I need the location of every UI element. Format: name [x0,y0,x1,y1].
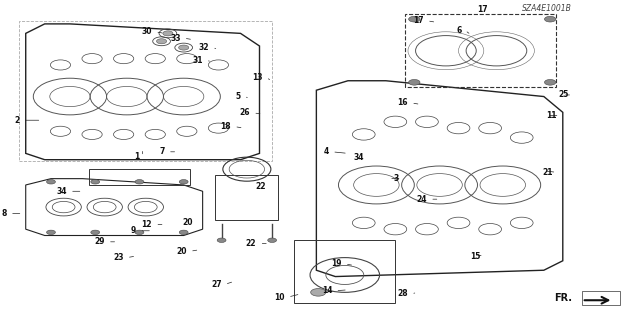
Circle shape [91,230,100,234]
Text: 26: 26 [239,108,250,117]
Text: 12: 12 [141,220,152,229]
Circle shape [91,180,100,184]
Text: FR.: FR. [554,293,572,303]
Text: 17: 17 [413,16,424,25]
Circle shape [157,39,166,44]
Text: 2: 2 [14,116,19,125]
Text: 8: 8 [1,209,7,218]
Text: 31: 31 [192,56,203,65]
Text: 18: 18 [220,122,231,131]
Circle shape [179,230,188,234]
Text: 17: 17 [477,5,488,14]
Text: 24: 24 [417,195,427,204]
Text: 32: 32 [198,43,209,52]
Text: 29: 29 [94,237,105,246]
Text: 22: 22 [246,239,257,248]
Circle shape [310,289,326,296]
Text: 3: 3 [393,174,399,183]
Text: 9: 9 [131,226,136,235]
Circle shape [179,45,189,50]
Circle shape [217,238,226,242]
Text: 10: 10 [275,293,285,301]
Text: 13: 13 [252,73,262,82]
Text: 22: 22 [255,182,266,191]
Text: 28: 28 [397,289,408,299]
Bar [294,240,396,303]
Text: 34: 34 [56,187,67,196]
Text: 20: 20 [177,247,187,256]
Circle shape [545,79,556,85]
Text: 6: 6 [456,26,461,35]
Text: SZA4E1001B: SZA4E1001B [522,4,572,13]
Text: 7: 7 [159,147,164,156]
Text: 14: 14 [322,286,332,295]
Bar [89,169,190,185]
Bar [215,175,278,220]
Circle shape [47,230,56,234]
Circle shape [408,16,420,22]
Circle shape [47,180,56,184]
Text: 20: 20 [182,219,193,227]
Circle shape [179,180,188,184]
Circle shape [408,79,420,85]
Text: 1: 1 [134,152,140,161]
Text: 19: 19 [331,259,342,268]
Circle shape [135,180,144,184]
Text: 30: 30 [141,27,152,36]
Text: 4: 4 [324,147,329,156]
Text: 21: 21 [543,168,554,177]
Circle shape [135,230,144,234]
Circle shape [163,31,173,36]
Text: 23: 23 [113,253,124,262]
Circle shape [268,238,276,242]
Text: 25: 25 [559,91,569,100]
Text: 27: 27 [211,280,221,289]
Text: 11: 11 [546,111,556,120]
Text: 34: 34 [353,153,364,162]
Circle shape [545,16,556,22]
Bar [19,21,272,161]
Text: 33: 33 [170,33,180,43]
Text: 16: 16 [397,98,408,108]
Text: 5: 5 [236,92,241,101]
Text: 15: 15 [470,251,481,261]
